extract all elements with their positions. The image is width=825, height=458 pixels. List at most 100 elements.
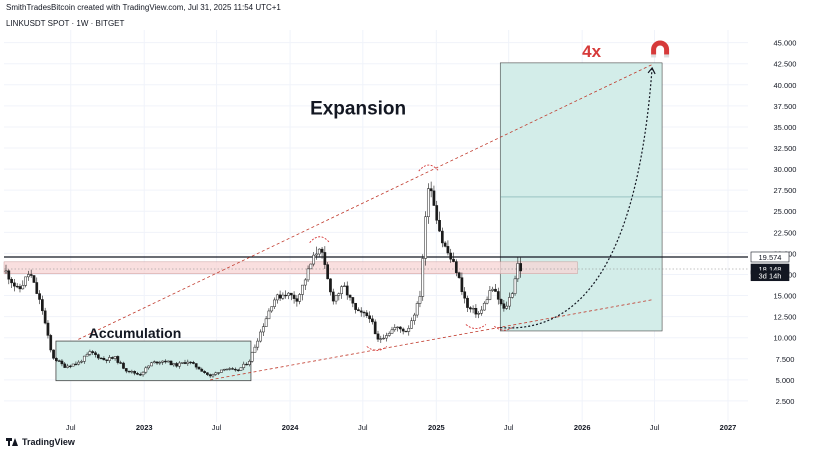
candle [365,310,369,318]
candle [312,251,316,267]
brand-label: TradingView [22,437,75,447]
candle [289,292,293,301]
candle-body [41,299,44,312]
candle-body [110,357,114,359]
candle-body [203,371,206,373]
candle-body [253,346,257,353]
candle [426,183,430,224]
x-tick-label: 2026 [574,423,591,432]
candle-body [261,326,265,333]
price-tag-label: 18.148 [759,265,782,274]
candle [250,351,254,363]
candle [281,292,285,300]
candle [4,264,8,274]
candle-body [24,276,27,286]
candle [261,323,265,337]
candle [242,361,246,371]
candle [77,360,81,366]
candle-body [301,284,304,295]
x-tick-label: Jul [650,423,660,432]
candle-body [29,274,33,276]
candle [259,329,262,343]
candle-body [362,311,366,314]
candle [320,246,324,259]
candle-body [161,360,164,363]
candle-body [281,294,285,299]
price-tag-label: 3d 14h [759,272,782,281]
candle-body [457,272,461,278]
candle-body [379,338,383,340]
candle-body [113,356,117,359]
candle [284,290,288,299]
candle-body [331,291,335,302]
candle [180,362,184,364]
candle [410,317,413,329]
candle [96,353,100,360]
candle [169,360,173,366]
candle-body [68,365,72,368]
candle [376,330,380,342]
candle-body [315,253,318,256]
candle [13,279,16,292]
candle-body [189,361,192,364]
candle-body [172,363,176,366]
candle-body [505,305,509,309]
candle-body [122,362,125,369]
candle [136,371,139,376]
candle [138,372,142,376]
candle-body [435,205,439,221]
candle-body [396,326,399,329]
candle-body [446,246,450,254]
candle [43,307,47,325]
candle [496,287,500,305]
accumulation-label: Accumulation [89,325,182,341]
candle-body [404,330,408,333]
swing-high-2024 [309,236,331,244]
candle [460,272,464,295]
candle-body [208,374,212,377]
candle [116,355,120,365]
candle-body [4,270,8,273]
candle-body [96,354,100,359]
candle [340,285,343,299]
candle [200,367,204,372]
candle [275,293,279,304]
y-tick-label: 35.000 [774,123,797,132]
y-tick-label: 30.000 [774,165,797,174]
price-tag [750,251,790,263]
candle-body [194,363,198,368]
candle-body [295,298,299,302]
candle [172,362,176,367]
candle [99,357,103,360]
candle [54,357,58,363]
candle [49,333,53,353]
candle-body [390,329,394,334]
candle-body [289,292,293,296]
candle [359,307,363,317]
projection-arrowhead [647,66,656,75]
candle-body [220,369,223,373]
candle-body [309,263,313,270]
candle-body [200,368,204,372]
candle [494,283,497,292]
candle-body [387,333,391,336]
candle [35,277,39,295]
axes-layer: 2.5005.0007.50010.00012.50015.00017.5002… [66,39,797,432]
lower-channel [210,299,653,381]
candle-body [63,363,67,368]
candle-body [152,361,156,364]
candle-body [164,360,167,363]
candle [256,338,260,351]
candle-body [133,371,137,374]
candle-body [259,331,262,342]
candle-body [373,321,377,335]
x-tick-label: Jul [66,423,76,432]
trendlines-layer [78,64,653,381]
tradingview-brand[interactable]: TradingView [6,437,75,447]
candle-body [211,374,215,377]
candle [513,275,517,296]
y-tick-label: 25.000 [774,207,797,216]
candle [315,246,318,260]
candle [46,320,50,339]
